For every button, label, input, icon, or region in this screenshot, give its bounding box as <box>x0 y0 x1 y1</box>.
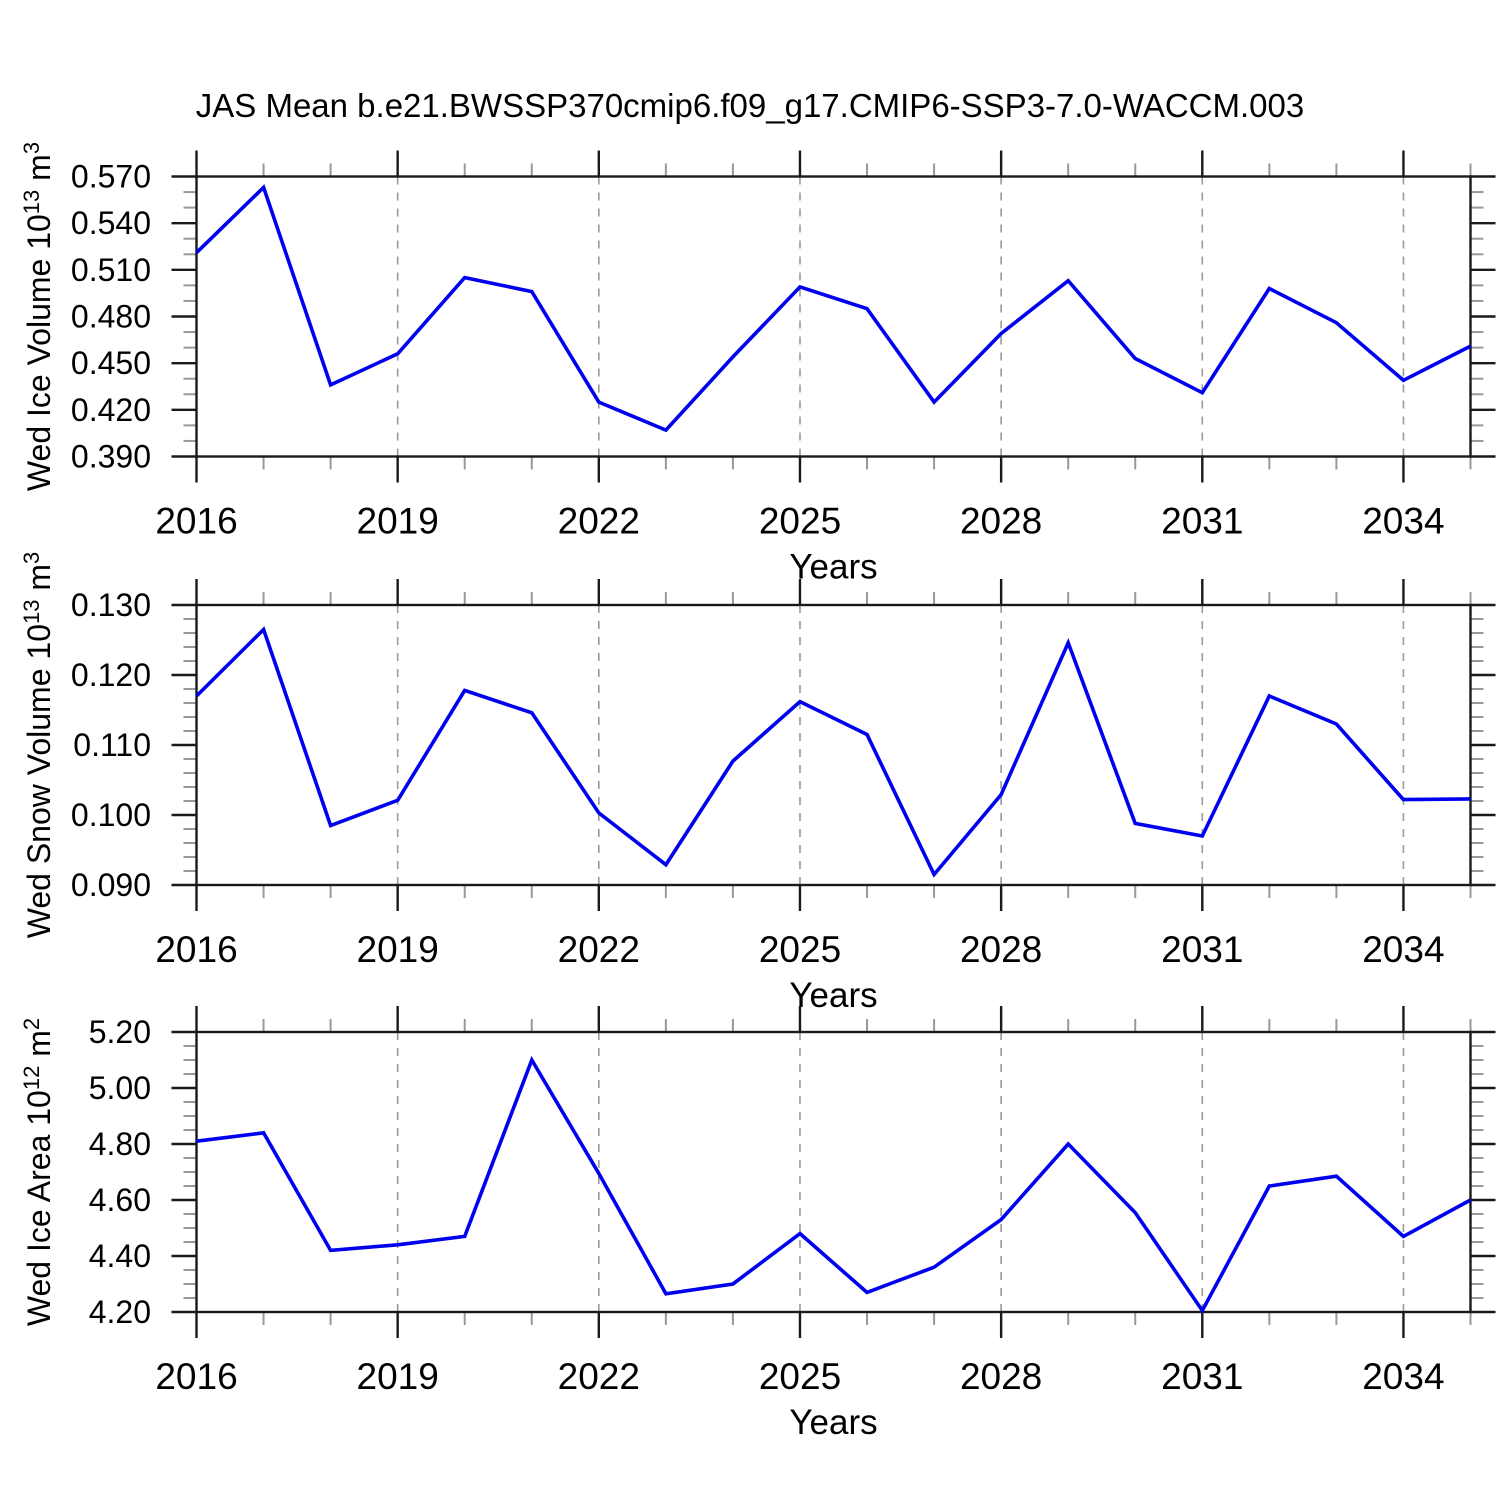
y-tick-label: 0.390 <box>71 439 151 475</box>
y-tick-label: 0.110 <box>73 727 151 763</box>
x-tick-label: 2028 <box>960 1356 1042 1397</box>
x-tick-label: 2016 <box>155 1356 237 1397</box>
plot-frame <box>195 603 1472 887</box>
x-tick-label: 2034 <box>1362 1356 1444 1397</box>
x-tick-labels: 2016 2019 2022 2025 2028 2031 2034 <box>155 501 1444 542</box>
x-tick-label: 2022 <box>558 1356 640 1397</box>
y-tick-labels: 4.20 4.40 4.60 4.80 5.00 5.20 <box>89 1014 151 1330</box>
y-tick-label: 0.450 <box>71 345 151 381</box>
y-tick-label: 4.60 <box>89 1182 151 1218</box>
y-tick-label: 4.20 <box>89 1294 151 1330</box>
x-tick-label: 2025 <box>759 1356 841 1397</box>
x-tick-label: 2031 <box>1161 501 1243 542</box>
chart-wed-snow-volume: 0.090 0.100 0.110 0.120 0.130 2016 2019 2022 202… <box>19 552 1496 1015</box>
x-ticks <box>195 1006 1472 1338</box>
wed-ice-volume-line <box>195 184 1472 433</box>
gridlines <box>396 605 1405 885</box>
x-tick-label: 2022 <box>558 929 640 970</box>
wed-snow-volume-line <box>195 626 1471 878</box>
x-ticks <box>195 150 1472 483</box>
y-tick-label: 0.120 <box>71 657 151 693</box>
x-tick-label: 2028 <box>960 501 1042 542</box>
y-axis-title: Wed Snow Volume 1013 m3 <box>19 552 57 939</box>
plot-frame <box>195 1030 1472 1314</box>
x-tick-label: 2034 <box>1362 929 1444 970</box>
y-ticks <box>171 1030 1496 1314</box>
x-tick-label: 2034 <box>1362 501 1444 542</box>
x-tick-label: 2031 <box>1161 929 1243 970</box>
x-axis-label-years: Years <box>789 1403 877 1442</box>
y-tick-label: 5.20 <box>89 1014 151 1050</box>
y-tick-label: 0.480 <box>71 299 151 335</box>
x-tick-labels: 2016 2019 2022 2025 2028 2031 2034 <box>155 929 1444 970</box>
x-tick-label: 2019 <box>357 929 439 970</box>
y-tick-label: 0.570 <box>71 159 151 195</box>
plot-title: JAS Mean b.e21.BWSSP370cmip6.f09_g17.CMI… <box>195 87 1305 124</box>
x-tick-label: 2025 <box>759 501 841 542</box>
y-tick-label: 0.420 <box>71 392 151 428</box>
y-tick-labels: 0.090 0.100 0.110 0.120 0.130 <box>71 587 151 903</box>
y-axis-title: Wed Ice Volume 1013 m3 <box>19 142 57 491</box>
y-axis-title: Wed Ice Area 1012 m2 <box>19 1018 57 1326</box>
y-tick-label: 0.130 <box>71 587 151 623</box>
x-tick-label: 2016 <box>155 501 237 542</box>
x-tick-label: 2022 <box>558 501 640 542</box>
y-tick-label: 0.540 <box>71 205 151 241</box>
y-tick-label: 4.80 <box>89 1126 151 1162</box>
y-tick-label: 5.00 <box>89 1070 151 1106</box>
y-tick-label: 4.40 <box>89 1238 151 1274</box>
x-axis-label-years: Years <box>789 976 877 1015</box>
x-axis-label-years: Years <box>789 548 877 587</box>
y-ticks <box>171 603 1496 887</box>
x-tick-label: 2019 <box>357 1356 439 1397</box>
x-tick-label: 2016 <box>155 929 237 970</box>
x-tick-label: 2031 <box>1161 1356 1243 1397</box>
x-tick-label: 2019 <box>357 501 439 542</box>
chart-wed-ice-area: 4.20 4.40 4.60 4.80 5.00 5.20 2016 2019 2022 2025… <box>19 1006 1496 1442</box>
y-tick-label: 0.090 <box>71 867 151 903</box>
y-tick-label: 0.100 <box>71 797 151 833</box>
plot-frame <box>195 175 1472 458</box>
x-tick-labels: 2016 2019 2022 2025 2028 2031 2034 <box>155 1356 1444 1397</box>
y-tick-labels: 0.390 0.420 0.450 0.480 0.510 0.540 0.570 <box>71 159 151 475</box>
gridlines <box>396 1032 1405 1312</box>
wed-ice-area-line <box>196 1055 1472 1315</box>
x-ticks <box>195 579 1472 911</box>
y-ticks <box>171 175 1496 458</box>
x-tick-label: 2025 <box>759 929 841 970</box>
y-tick-label: 0.510 <box>71 252 151 288</box>
x-tick-label: 2028 <box>960 929 1042 970</box>
